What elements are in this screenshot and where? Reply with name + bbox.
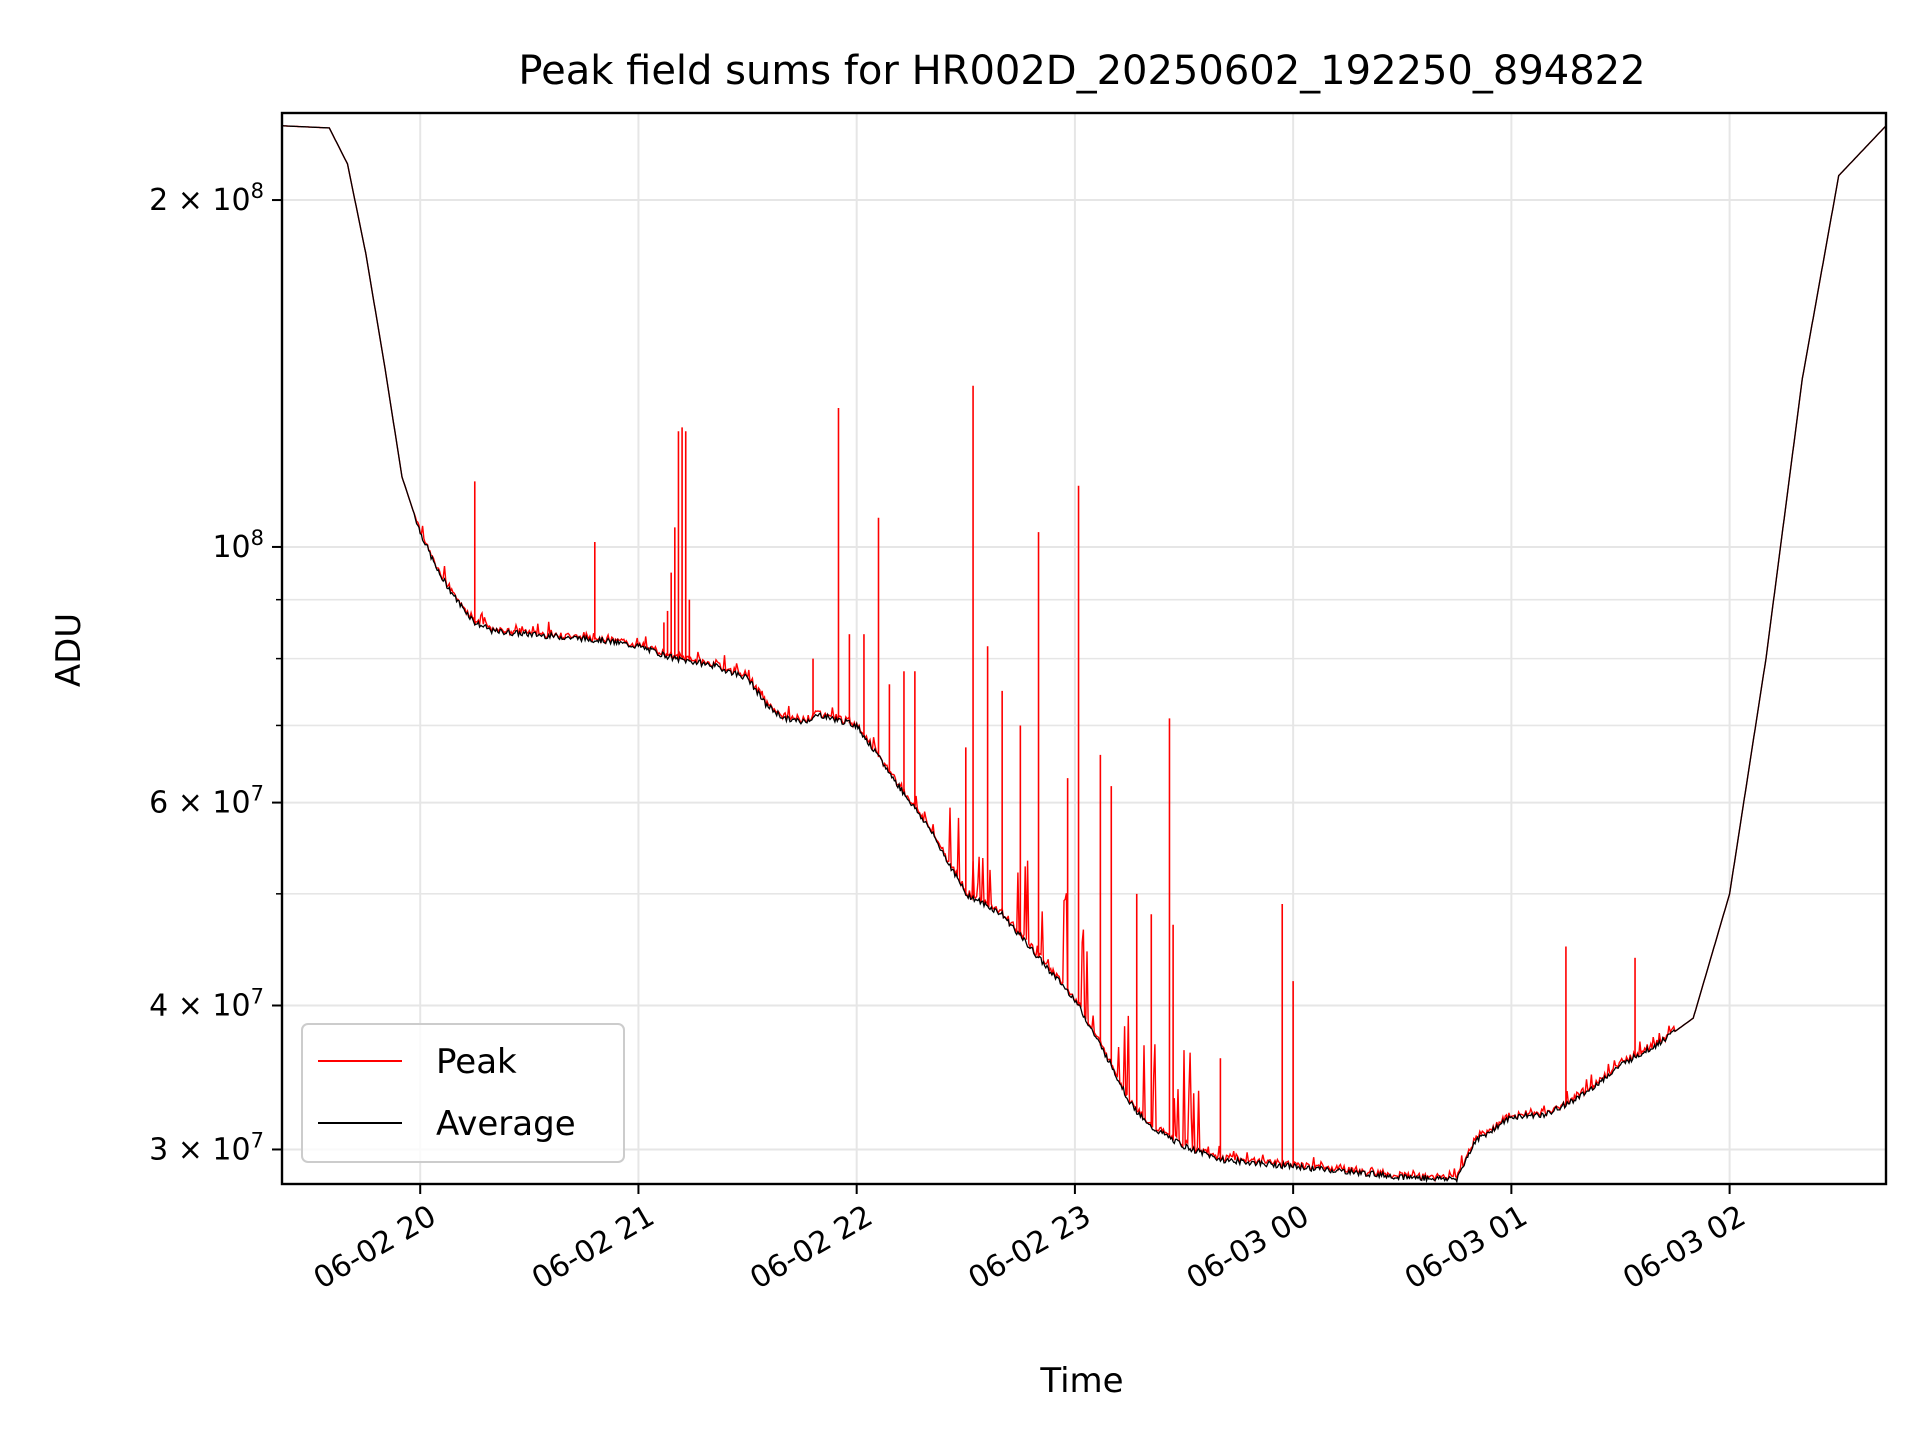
y-tick-label: 6 × 107	[149, 782, 264, 821]
legend-box	[301, 1023, 625, 1163]
legend-average-label: Average	[436, 1104, 576, 1144]
peak-series-line	[282, 125, 1887, 1183]
y-axis-label: ADU	[49, 613, 89, 687]
legend: Peak Average	[301, 1023, 625, 1163]
x-axis-label: Time	[1039, 1361, 1123, 1401]
plot-area	[282, 125, 1887, 1184]
y-ticks: 2 × 108 108 6 × 107 4 × 107 3 × 107	[149, 179, 282, 1167]
y-tick-label: 3 × 107	[149, 1128, 264, 1167]
y-tick-label: 108	[212, 526, 264, 565]
average-series-line	[282, 125, 1887, 1184]
chart-title: Peak field sums for HR002D_20250602_1922…	[518, 48, 1645, 94]
y-tick-label: 2 × 108	[149, 179, 264, 218]
y-tick-label: 4 × 107	[149, 985, 264, 1024]
axes-frame	[280, 111, 1888, 1186]
legend-peak-label: Peak	[436, 1042, 517, 1082]
grid-layer	[282, 113, 1886, 1184]
